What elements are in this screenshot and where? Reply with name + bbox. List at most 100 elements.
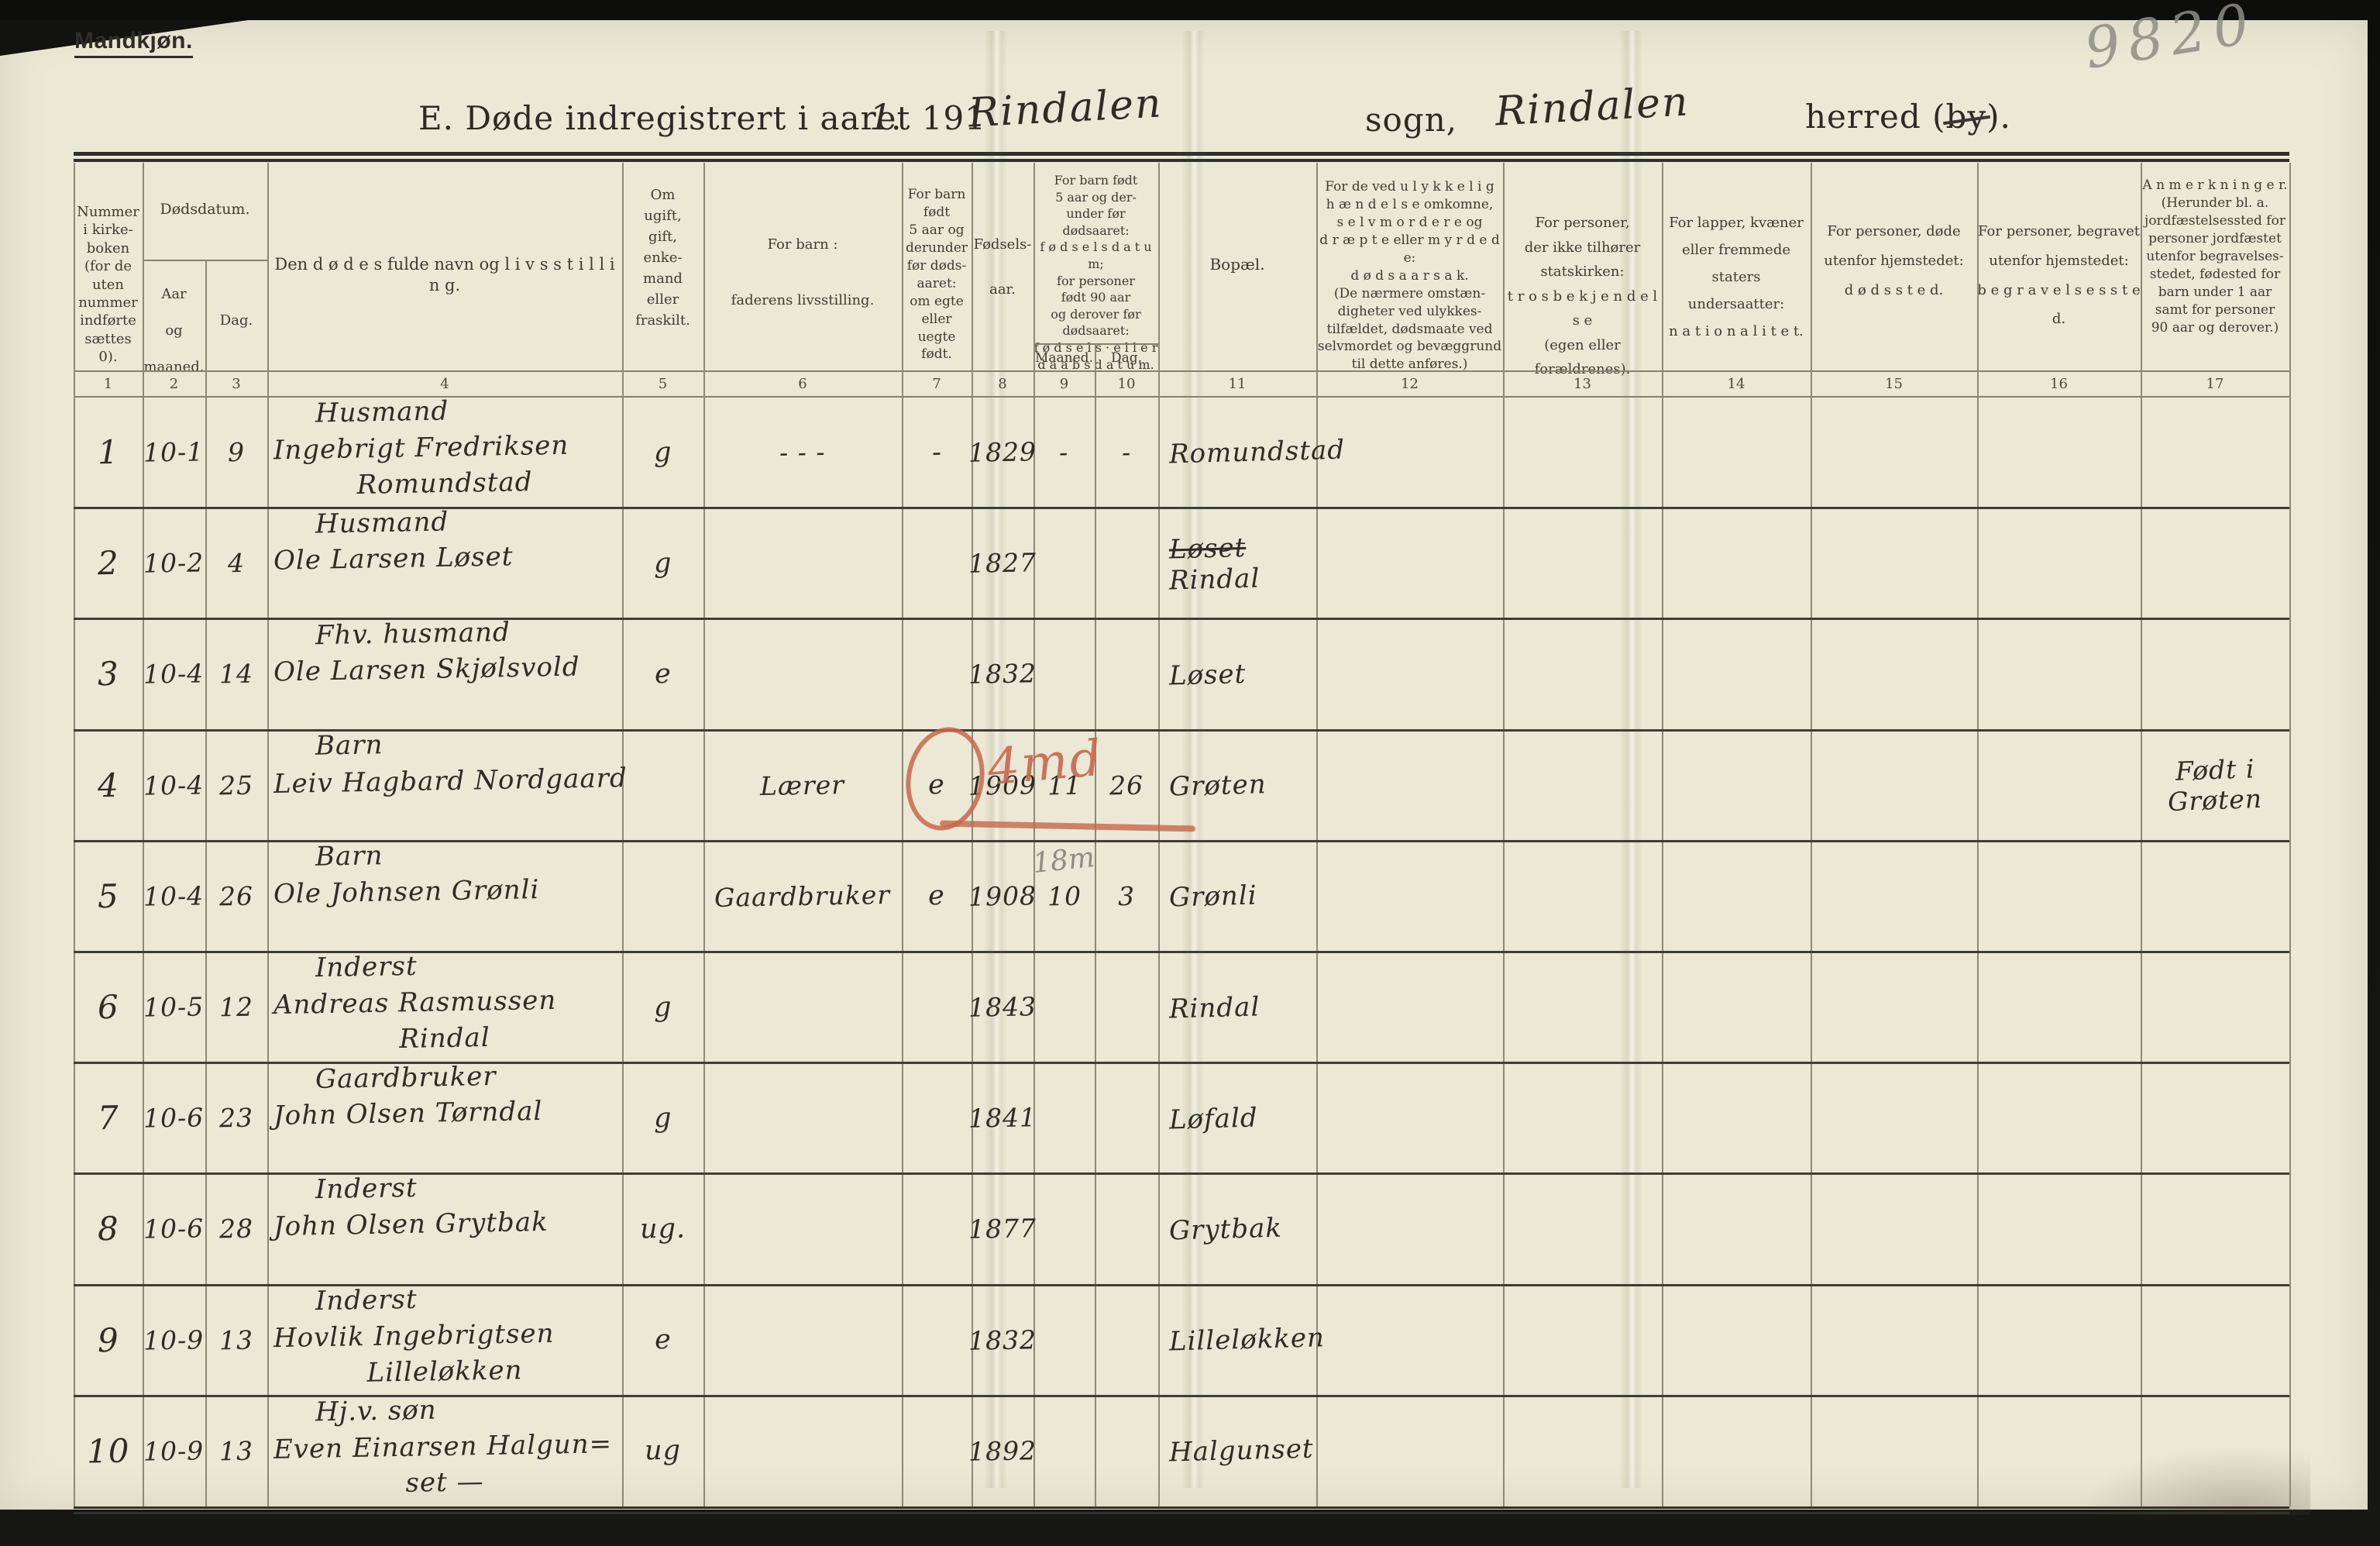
- column-number: 13: [1573, 375, 1591, 392]
- header-divider: [143, 260, 267, 261]
- death-day-value: 14: [218, 659, 254, 690]
- cell-death-date: 10-6: [143, 1173, 205, 1284]
- death-date-value: 10-4: [143, 658, 205, 690]
- name-line: Rindal: [399, 1021, 490, 1055]
- cell-name: Inderst Hovlik Ingebrigtsen Lilleløkken: [267, 1283, 622, 1396]
- death-date-value: 10-6: [143, 1102, 205, 1134]
- residence-line: Rindal: [1168, 563, 1261, 597]
- name-line: Husmand: [315, 506, 449, 540]
- cell-number: 2: [74, 508, 143, 618]
- column-line: [1158, 163, 1160, 1506]
- cell-number: 6: [74, 952, 143, 1062]
- marital-status-value: g: [653, 436, 672, 468]
- herred-label: herred (by).: [1805, 98, 2011, 136]
- death-day-value: 23: [218, 1102, 254, 1134]
- legitimacy-value: e: [927, 880, 946, 912]
- cell-residence: Løset Rindal: [1158, 508, 1316, 618]
- birth-day-value: 26: [1109, 770, 1144, 801]
- residence-line: Romundstad: [1168, 434, 1346, 470]
- birth-year-value: 1832: [968, 658, 1037, 690]
- birth-year-value: 1827: [968, 547, 1037, 580]
- title-period: .: [891, 99, 903, 137]
- cell-marital-status: g: [622, 397, 703, 508]
- column-number: 1: [103, 375, 113, 392]
- row-divider: [74, 728, 2289, 732]
- column-line: [1811, 163, 1812, 1506]
- death-day-value: 4: [227, 548, 246, 579]
- residence-line: Løset: [1168, 658, 1247, 692]
- cell-name: Inderst Andreas Rasmussen Rindal: [267, 951, 622, 1062]
- name-line: Hovlik Ingebrigtsen: [273, 1317, 555, 1354]
- death-date-value: 10-2: [143, 547, 205, 579]
- name-line: set —: [405, 1465, 484, 1499]
- header-marital-status: Om ugift, gift, enke- mand eller fraskil…: [635, 187, 690, 329]
- cell-death-day: 25: [205, 730, 267, 841]
- marital-status-value: g: [653, 991, 672, 1023]
- number-value: 8: [97, 1210, 119, 1248]
- name-line: Husmand: [315, 395, 449, 429]
- header-death-date: Dødsdatum.: [160, 201, 250, 218]
- table-bottom-rule: [74, 1506, 2289, 1509]
- header-birth-month-sub: Maaned.: [1035, 350, 1093, 366]
- cell-death-date: 10-2: [143, 508, 205, 618]
- residence-line: Rindal: [1168, 991, 1261, 1025]
- cell-marital-status: g: [622, 952, 703, 1062]
- number-value: 6: [97, 987, 119, 1027]
- cell-death-day: 13: [205, 1285, 267, 1396]
- table-row: 6 10-5 12 Inderst Andreas Rasmussen Rindal g 18…: [74, 951, 2289, 1062]
- column-number: 7: [932, 375, 941, 392]
- row-divider: [74, 1172, 2289, 1176]
- cell-birth-year: 1908: [968, 841, 1037, 952]
- cell-name: Barn Leiv Hagbard Nordgaard: [267, 728, 628, 841]
- row-divider: [74, 1062, 2289, 1065]
- struck-word-by: by: [1945, 98, 1987, 136]
- name-line: Barn: [315, 728, 383, 762]
- marital-status-value: e: [654, 658, 672, 690]
- birth-year-value: 1877: [968, 1213, 1037, 1245]
- cell-birth-day: -: [1095, 397, 1158, 508]
- cell-number: 3: [74, 618, 143, 729]
- death-date-value: 10-4: [143, 880, 205, 912]
- table-row: 1 10-1 9 Husmand Ingebrigt Fredriksen Romunds…: [74, 395, 2289, 508]
- cell-birth-day: 3: [1095, 841, 1158, 952]
- header-death-year-month: Aar og maaned.: [143, 286, 205, 375]
- death-day-value: 13: [218, 1324, 254, 1356]
- name-line: Leiv Hagbard Nordgaard: [273, 762, 628, 800]
- cell-number: 8: [74, 1173, 143, 1284]
- cell-death-date: 10-4: [143, 730, 205, 841]
- name-line: Ole Larsen Løset: [273, 541, 514, 577]
- column-line: [622, 163, 624, 1506]
- header-bottom-line: [74, 370, 2289, 372]
- column-line: [205, 260, 207, 1506]
- cell-number: 5: [74, 841, 143, 952]
- cell-number: 4: [74, 730, 143, 841]
- district-name-handwritten: Rindalen: [1494, 78, 1690, 136]
- name-line: Lilleløkken: [366, 1354, 523, 1389]
- column-line: [2141, 163, 2142, 1506]
- row-divider: [74, 951, 2289, 953]
- birth-year-value: 1908: [968, 880, 1037, 912]
- colnum-bottom-line: [74, 396, 2289, 398]
- cell-death-date: 10-9: [143, 1396, 205, 1506]
- cell-residence: Løset: [1158, 618, 1316, 729]
- cell-father-occupation: Lærer: [703, 730, 902, 841]
- sogn-label: sogn,: [1365, 101, 1458, 139]
- header-full-name: Den d ø d e s fulde navn og l i v s s t …: [274, 255, 615, 295]
- cell-number: 1: [74, 397, 143, 508]
- cell-birth-year: 1877: [968, 1173, 1037, 1284]
- column-number: 2: [169, 375, 179, 392]
- death-day-value: 28: [218, 1214, 254, 1245]
- table-top-rule: [74, 152, 2289, 156]
- death-date-value: 10-5: [143, 991, 205, 1023]
- birth-year-value: 1841: [968, 1102, 1037, 1135]
- death-date-value: 10-4: [143, 770, 205, 801]
- column-line: [267, 163, 269, 1506]
- cell-birth-year: 1829: [968, 397, 1037, 508]
- header-nationality: For lapper, kvæner eller fremmede stater…: [1669, 215, 1804, 340]
- name-line: Andreas Rasmussen: [273, 984, 557, 1021]
- birth-month-value: -: [1059, 436, 1069, 468]
- cell-birth-year: 1832: [968, 1285, 1037, 1396]
- header-birth-date: For barn født 5 aar og der- under før dø…: [1034, 173, 1158, 372]
- death-day-value: 9: [227, 436, 246, 468]
- column-line: [1095, 343, 1096, 1506]
